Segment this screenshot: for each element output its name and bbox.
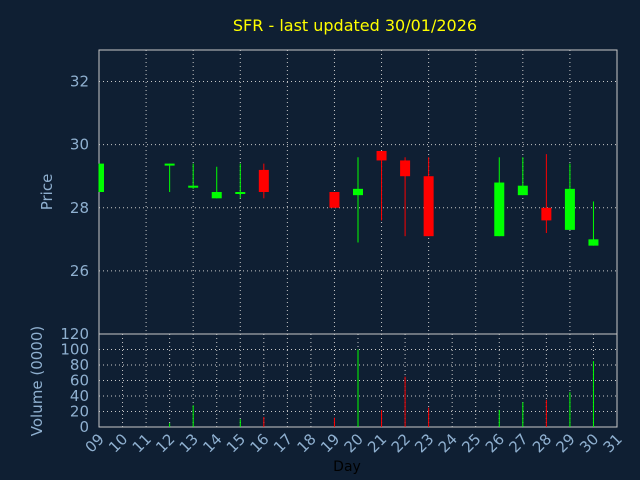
x-tick-label: 11 — [129, 430, 155, 456]
candle-body — [235, 192, 246, 194]
candle-body — [329, 192, 340, 208]
price-panel: 26 28 30 32 — [70, 49, 618, 335]
candle-body — [353, 188, 363, 196]
candle-body — [211, 192, 222, 199]
price-tick-label: 26 — [70, 262, 89, 280]
candle-body — [494, 182, 505, 237]
volume-tick-label: 20 — [70, 403, 89, 421]
x-axis-label: Day — [333, 459, 361, 475]
x-tick-label: 18 — [294, 430, 320, 456]
x-tick-label: 26 — [482, 430, 508, 456]
x-tick-label: 13 — [176, 430, 202, 456]
x-tick-label: 21 — [364, 430, 390, 456]
x-tick-label: 27 — [505, 430, 531, 456]
candle-body — [517, 185, 528, 196]
volume-axis-label: Volume (0000) — [28, 326, 46, 436]
candle-body — [376, 150, 387, 161]
price-tick-label: 30 — [70, 136, 89, 154]
volume-tick-label: 0 — [79, 418, 89, 436]
candle-body — [188, 185, 199, 188]
chart-title: SFR - last updated 30/01/2026 — [233, 16, 477, 35]
x-tick-label: 30 — [576, 430, 602, 456]
x-tick-label: 25 — [458, 430, 484, 456]
volume-tick-label: 120 — [60, 325, 89, 343]
x-tick-label: 29 — [553, 430, 579, 456]
x-tick-label: 14 — [199, 430, 225, 456]
x-tick-label: 23 — [411, 430, 437, 456]
candle-body — [541, 207, 552, 221]
x-tick-label: 24 — [435, 430, 461, 456]
volume-tick-label: 80 — [70, 356, 89, 374]
volume-tick-label: 40 — [70, 387, 89, 405]
x-tick-label: 15 — [223, 430, 249, 456]
x-tick-label: 31 — [600, 430, 626, 456]
x-tick-label: 17 — [270, 430, 296, 456]
candle-body — [99, 163, 104, 192]
price-axis-label: Price — [38, 174, 56, 211]
x-axis: 0910111213141516171819202122232425262728… — [82, 430, 626, 456]
candle-body — [164, 163, 175, 166]
x-tick-label: 22 — [388, 430, 414, 456]
candle-body — [564, 188, 575, 230]
candle-body — [423, 176, 434, 237]
volume-tick-label: 100 — [60, 341, 89, 359]
price-tick-label: 32 — [70, 73, 89, 91]
x-tick-label: 28 — [529, 430, 555, 456]
candle-body — [258, 169, 269, 192]
candle-body — [400, 160, 411, 177]
price-tick-label: 28 — [70, 199, 89, 217]
x-tick-label: 20 — [341, 430, 367, 456]
candle-body — [588, 239, 599, 246]
x-tick-label: 12 — [152, 430, 178, 456]
x-tick-label: 19 — [317, 430, 343, 456]
x-tick-label: 10 — [105, 430, 131, 456]
volume-tick-label: 60 — [70, 372, 89, 390]
x-tick-label: 16 — [246, 430, 272, 456]
